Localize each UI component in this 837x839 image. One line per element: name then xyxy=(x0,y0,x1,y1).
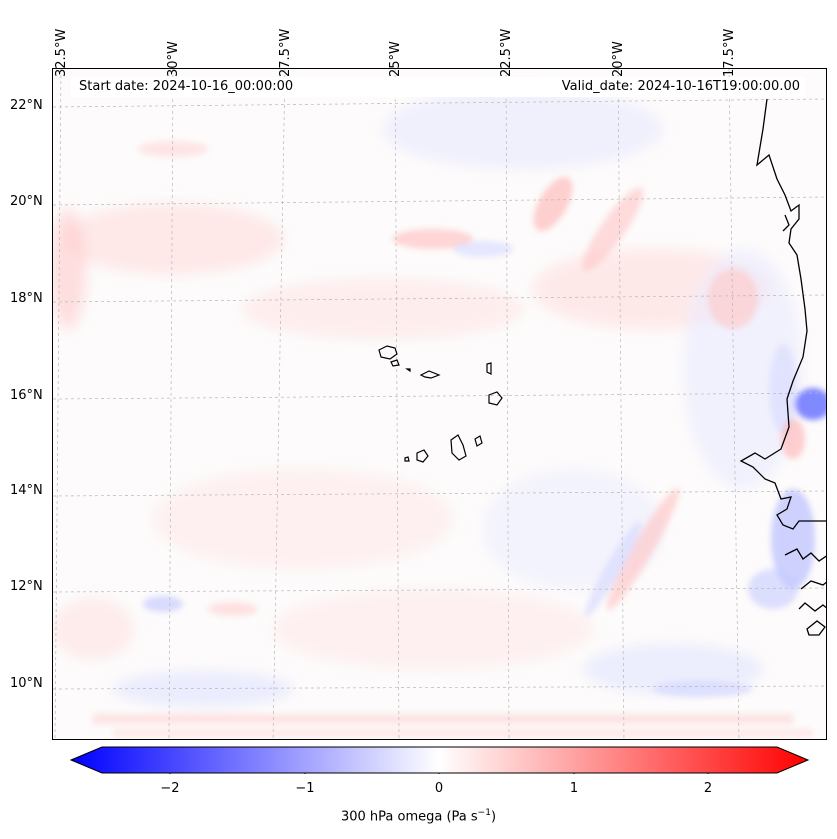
colorbar xyxy=(70,746,810,774)
island-santa-luzia xyxy=(405,368,411,373)
map-panel: Start date: 2024-10-16_00:00:00 Valid_da… xyxy=(52,68,827,740)
cape-verde-islands xyxy=(378,345,503,463)
colorbar-label-text: 300 hPa omega (Pa s xyxy=(340,809,478,825)
lon-label-27-5w: 27.5°W xyxy=(278,28,293,77)
lon-label-22-5w: 22.5°W xyxy=(499,28,514,77)
start-date-label: Start date: 2024-10-16_00:00:00 xyxy=(79,79,294,94)
colorbar-gradient xyxy=(70,746,810,774)
island-sao-vicente xyxy=(390,359,400,367)
colorbar-tick-neg2: −2 xyxy=(160,781,180,796)
valid-date-label: Valid_date: 2024-10-16T19:00:00.00 xyxy=(561,79,800,94)
island-brava xyxy=(404,456,410,462)
lon-label-20w: 20°W xyxy=(611,41,626,77)
island-maio xyxy=(474,435,483,447)
lat-label-14n: 14°N xyxy=(10,483,43,498)
island-santiago xyxy=(450,434,467,461)
island-boa-vista xyxy=(488,391,503,406)
lat-label-12n: 12°N xyxy=(10,579,43,594)
lat-label-22n: 22°N xyxy=(10,98,43,113)
colorbar-label-end: ) xyxy=(490,809,497,825)
island-santo-antao xyxy=(378,345,398,360)
island-sao-nicolau xyxy=(419,370,441,379)
omega-field-broad xyxy=(53,89,803,707)
colorbar-label: 300 hPa omega (Pa s−1) xyxy=(0,808,837,824)
lon-label-32-5w: 32.5°W xyxy=(54,28,69,77)
lon-label-30w: 30°W xyxy=(166,41,181,77)
colorbar-tick-1: 1 xyxy=(569,781,579,796)
lat-label-20n: 20°N xyxy=(10,194,43,209)
colorbar-tick-neg1: −1 xyxy=(295,781,315,796)
lat-label-18n: 18°N xyxy=(10,291,43,306)
info-bar xyxy=(71,77,806,97)
lon-label-25w: 25°W xyxy=(388,41,403,77)
lat-label-10n: 10°N xyxy=(10,676,43,691)
lat-label-16n: 16°N xyxy=(10,388,43,403)
island-fogo xyxy=(416,449,429,463)
island-sal xyxy=(486,362,492,375)
graticule xyxy=(53,69,826,739)
africa-coastline xyxy=(739,98,826,636)
colorbar-tick-0: 0 xyxy=(434,781,444,796)
colorbar-ticks xyxy=(169,773,709,774)
omega-field-map xyxy=(53,69,826,739)
colorbar-tick-2: 2 xyxy=(703,781,713,796)
omega-field-streaks xyxy=(93,141,826,737)
lon-label-17-5w: 17.5°W xyxy=(722,28,737,77)
colorbar-label-exponent: −1 xyxy=(477,808,491,818)
